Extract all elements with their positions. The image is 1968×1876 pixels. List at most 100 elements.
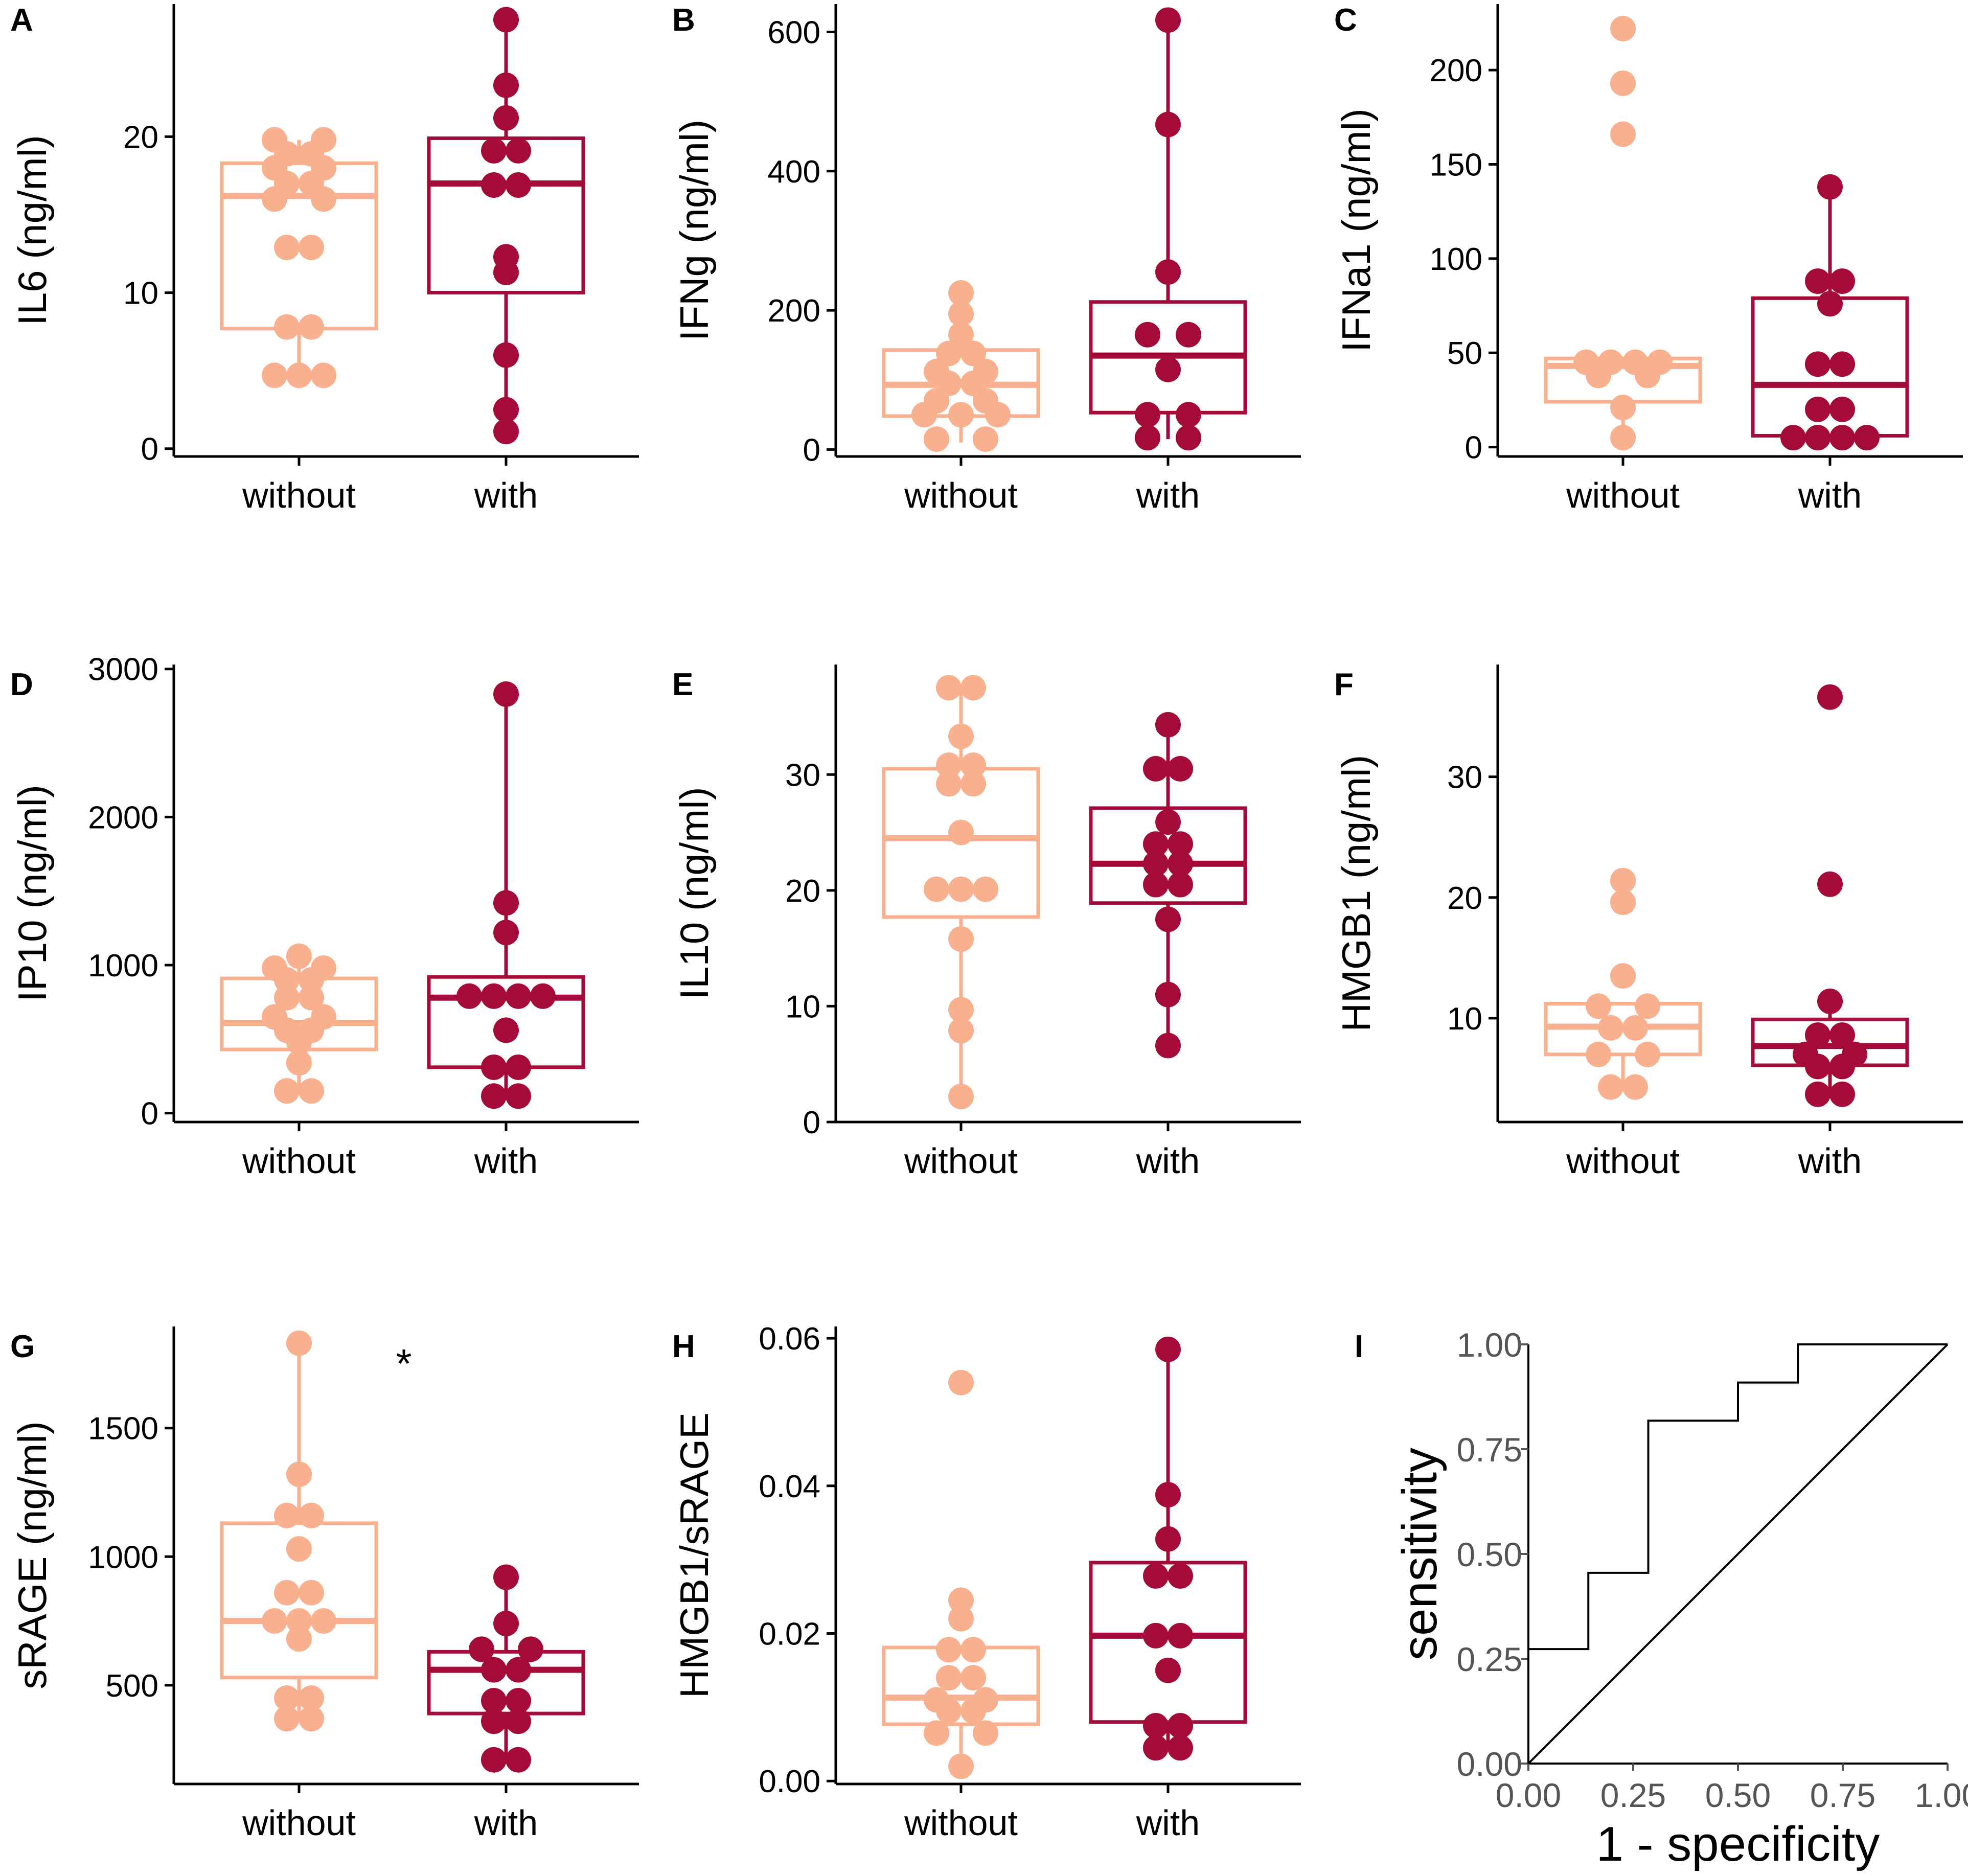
data-point-without <box>948 1018 974 1043</box>
y-tick-label: 1500 <box>88 1411 158 1447</box>
data-point-without <box>299 1580 324 1606</box>
data-point-with <box>1829 1054 1855 1080</box>
y-tick-label: 0.00 <box>1457 1745 1522 1783</box>
series-diagonal <box>1527 1343 1949 1765</box>
data-point-with <box>1155 111 1181 138</box>
data-point-with <box>1143 851 1169 877</box>
panel-C: C 0 50 100 150 200 IFNa1 (ng/ml) without with <box>1334 3 1963 515</box>
y-tick-label: 1.00 <box>1457 1326 1522 1364</box>
panel-letter-F: F <box>1334 667 1354 702</box>
data-point-with <box>1817 174 1843 200</box>
data-point-with <box>518 1636 543 1662</box>
data-point-without <box>1586 362 1611 388</box>
data-point-without <box>960 771 986 797</box>
box-with <box>1751 1001 1909 1093</box>
x-tick-label-without: without <box>242 475 356 515</box>
y-tick-label: 0.06 <box>759 1321 820 1357</box>
panel-B: B 0 200 400 600 IFNg (ng/ml) without with <box>672 3 1301 515</box>
data-point-with <box>456 983 482 1009</box>
iqr-box <box>1089 1561 1247 1724</box>
data-point-without <box>286 1608 312 1634</box>
data-point-without <box>1610 15 1636 41</box>
iqr-box <box>1089 806 1247 905</box>
data-point-with <box>1143 756 1169 782</box>
data-point-without <box>286 362 312 388</box>
data-point-with <box>493 920 519 946</box>
x-tick-label-with: with <box>474 1141 538 1181</box>
data-point-without <box>1610 963 1636 989</box>
data-point-with <box>1143 1735 1169 1761</box>
data-point-with <box>1155 259 1181 285</box>
data-point-without <box>1598 1074 1623 1100</box>
box-with <box>1089 20 1247 439</box>
data-point-with <box>481 1747 507 1773</box>
data-point-without <box>936 1637 962 1663</box>
data-point-with <box>1143 831 1169 857</box>
data-point-with <box>1854 425 1880 451</box>
y-tick-label: 0.25 <box>1457 1640 1522 1678</box>
y-tick-label: 20 <box>785 874 820 909</box>
data-point-without <box>262 186 287 212</box>
x-tick-label-with: with <box>1798 475 1862 515</box>
data-point-without <box>311 186 336 212</box>
data-point-with <box>1805 1022 1830 1048</box>
panel-letter-I: I <box>1355 1329 1363 1364</box>
y-tick-label: 20 <box>123 120 158 155</box>
data-point-with <box>1168 831 1193 857</box>
data-point-with <box>1168 1735 1193 1761</box>
panel-A: A 0 10 20 IL6 (ng/ml) without with <box>10 3 639 515</box>
data-point-with <box>1817 291 1843 317</box>
panel-letter-E: E <box>672 667 693 702</box>
data-point-without <box>274 1685 300 1711</box>
data-point-without <box>299 1078 324 1104</box>
data-point-with <box>1155 906 1181 932</box>
data-point-without <box>1610 395 1636 421</box>
y-tick-label: 400 <box>768 154 820 190</box>
data-point-without <box>286 1029 312 1055</box>
data-point-without <box>948 723 974 749</box>
data-point-without <box>948 1369 974 1395</box>
data-point-without <box>299 235 324 261</box>
data-point-without <box>299 985 324 1011</box>
data-point-with <box>1176 322 1201 348</box>
panel-letter-A: A <box>10 3 33 38</box>
data-point-with <box>1155 809 1181 835</box>
box-without <box>220 140 378 377</box>
y-axis-label: IP10 (ng/ml) <box>10 785 55 1002</box>
data-point-without <box>274 1706 300 1732</box>
data-point-with <box>493 342 519 368</box>
panel-I: I 0.000.00 0.25 0.25 0.50 0.50 0.75 0.75 1.00 1.0… <box>1355 1326 1968 1871</box>
data-point-without <box>948 402 974 428</box>
y-tick-label: 3000 <box>88 652 158 688</box>
y-axis-label: IFNg (ng/ml) <box>672 120 717 341</box>
y-tick-label: 50 <box>1447 336 1482 371</box>
panel-E: E 0 10 20 30 IL10 (ng/ml) without with <box>672 665 1301 1181</box>
data-point-without <box>286 943 312 969</box>
data-point-with <box>1805 396 1830 422</box>
data-point-with <box>493 419 519 445</box>
data-point-with <box>1805 425 1830 451</box>
data-point-without <box>311 1608 336 1634</box>
y-tick-label: 100 <box>1430 242 1482 277</box>
data-point-without <box>948 1587 974 1613</box>
data-point-without <box>1586 1041 1611 1067</box>
data-point-with <box>506 1687 531 1713</box>
x-tick-label: 0.50 <box>1705 1776 1771 1814</box>
y-tick-label: 1000 <box>88 1540 158 1575</box>
iqr-box <box>427 1650 585 1715</box>
data-point-with <box>1143 872 1169 898</box>
data-point-with <box>506 172 531 198</box>
x-tick-label-with: with <box>474 1803 538 1843</box>
panel-letter-C: C <box>1334 3 1357 38</box>
data-point-without <box>274 1580 300 1606</box>
data-point-without <box>274 967 300 993</box>
y-tick-label: 0 <box>141 432 158 467</box>
data-point-without <box>274 1502 300 1528</box>
data-point-without <box>274 235 300 261</box>
data-point-with <box>1168 851 1193 877</box>
data-point-with <box>481 138 507 164</box>
data-point-without <box>948 997 974 1023</box>
data-point-without <box>299 314 324 340</box>
box-without <box>1544 1002 1702 1088</box>
